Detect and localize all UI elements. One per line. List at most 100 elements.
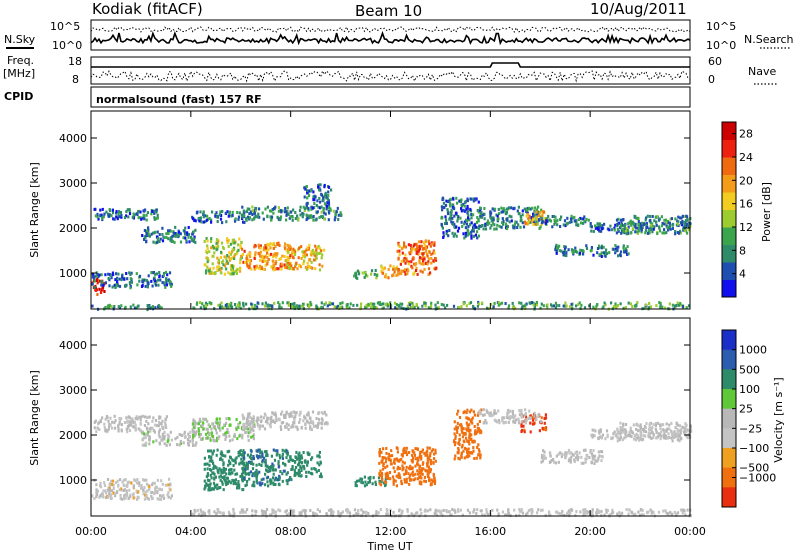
power-cell [683, 223, 686, 227]
velocity-cell [363, 484, 367, 488]
velocity-cell [153, 430, 156, 434]
velocity-cell [290, 414, 293, 418]
velocity-cell [634, 436, 638, 440]
power-cell [143, 229, 146, 232]
velocity-cell [226, 480, 229, 484]
velocity-cell [668, 423, 671, 427]
velocity-cell [216, 421, 219, 425]
velocity-cell [478, 450, 481, 454]
velocity-cell [276, 451, 279, 455]
velocity-cell [186, 438, 189, 441]
power-cell [420, 262, 423, 266]
power-cell [493, 227, 496, 231]
velocity-cell [242, 468, 245, 472]
power-cell [569, 305, 572, 309]
power-cell [284, 266, 287, 270]
power-cell [348, 306, 351, 310]
velocity-cell [146, 489, 149, 493]
velocity-cell [640, 437, 643, 441]
power-cell [610, 228, 613, 232]
power-cell [417, 240, 421, 244]
velocity-cell [247, 419, 250, 423]
power-cell [317, 244, 320, 248]
velocity-cell [477, 427, 481, 431]
power-cell [169, 236, 172, 240]
velocity-cell [221, 471, 224, 475]
velocity-cell [457, 451, 460, 455]
velocity-cell [411, 466, 414, 470]
power-cell [434, 257, 437, 260]
velocity-cell [123, 421, 126, 424]
power-cell [112, 217, 115, 221]
power-cell [284, 207, 287, 210]
velocity-cell [426, 456, 429, 460]
power-cell [245, 261, 248, 264]
velocity-cell [288, 415, 291, 418]
power-cell [407, 269, 410, 273]
power-cell [570, 220, 573, 224]
power-cell [476, 236, 479, 240]
velocity-cell [393, 461, 396, 465]
velocity-cell [560, 455, 563, 459]
power-cell [652, 227, 655, 231]
power-cell [242, 260, 245, 264]
power-cell [191, 232, 194, 236]
power-cell [212, 246, 215, 250]
velocity-cell [375, 510, 378, 514]
velocity-cell [502, 421, 506, 425]
power-cell [293, 253, 297, 256]
power-cell [520, 301, 523, 305]
velocity-cell [156, 490, 159, 494]
power-cell [223, 272, 226, 276]
velocity-cell [429, 462, 432, 466]
velocity-cell [395, 457, 399, 461]
velocity-cell [641, 428, 644, 431]
velocity-cell [384, 466, 387, 470]
power-cell [312, 215, 315, 218]
velocity-cell [387, 512, 390, 516]
power-cell [448, 217, 451, 221]
power-cell [303, 259, 306, 263]
power-cell [617, 254, 620, 258]
power-cell [99, 214, 102, 218]
power-cell [475, 197, 478, 201]
velocity-cell [237, 480, 240, 483]
power-cell [318, 183, 321, 187]
power-cell [208, 250, 211, 254]
velocity-cell [380, 479, 383, 483]
velocity-cell [225, 417, 228, 421]
power-cell [659, 303, 662, 307]
power-cell [264, 259, 267, 263]
power-cell [490, 219, 493, 223]
power-cell [660, 215, 663, 219]
velocity-cell [250, 449, 253, 453]
power-cell [677, 215, 680, 219]
power-cell [250, 267, 253, 271]
power-cell [669, 227, 672, 231]
velocity-cell [117, 426, 120, 430]
power-cell [575, 223, 578, 227]
power-cell [258, 264, 262, 268]
velocity-cell [433, 457, 436, 461]
velocity-cell [318, 463, 321, 467]
power-cell [327, 204, 330, 208]
velocity-cell [281, 421, 285, 424]
velocity-cell [442, 508, 445, 512]
velocity-cell [249, 420, 252, 424]
power-cell [210, 218, 213, 222]
velocity-cell [460, 423, 463, 427]
power-cell [477, 302, 480, 306]
power-cell [455, 234, 458, 238]
power-cell [228, 305, 231, 309]
velocity-cell [518, 413, 521, 417]
velocity-cell [298, 471, 301, 474]
power-cell [187, 232, 191, 236]
power-cell [645, 216, 648, 220]
power-cell [403, 258, 406, 262]
velocity-cell [624, 423, 628, 426]
power-cell [616, 228, 619, 231]
power-cell [535, 212, 538, 216]
power-cell [679, 216, 682, 220]
power-cell [285, 248, 288, 252]
velocity-cell [211, 422, 214, 426]
